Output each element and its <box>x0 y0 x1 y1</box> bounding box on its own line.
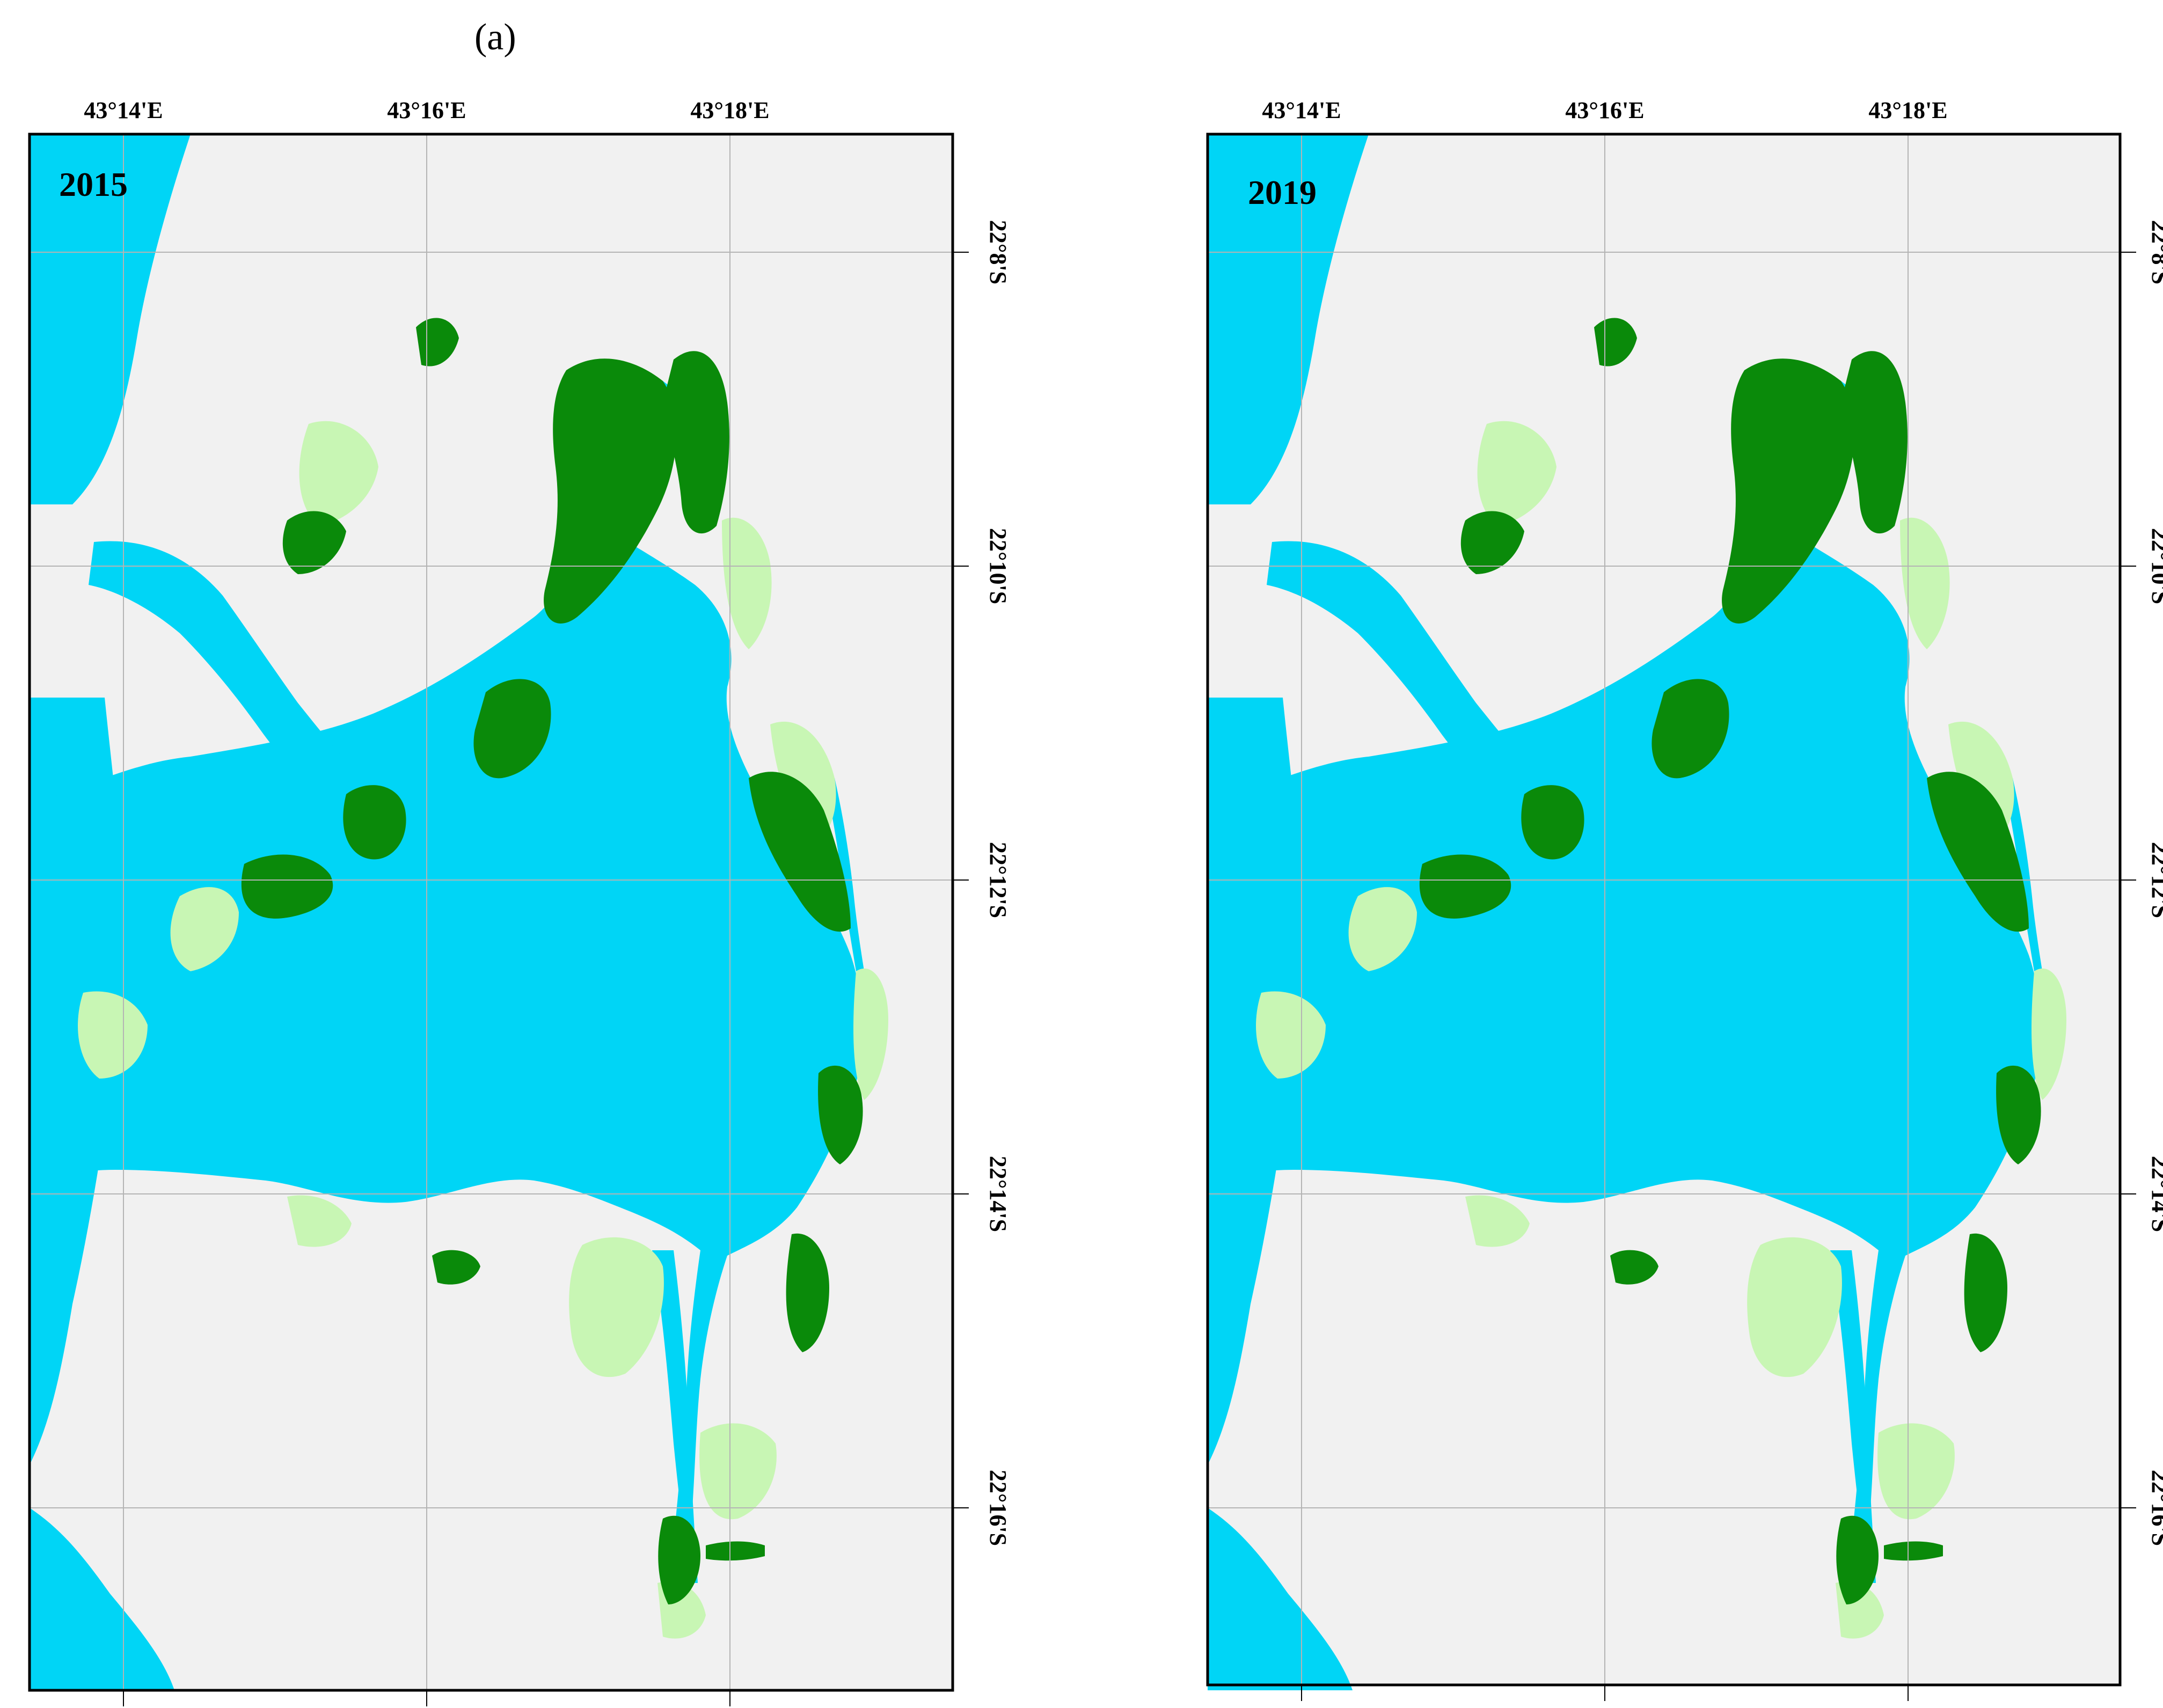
graticule <box>1208 134 2120 1685</box>
lat-label: 22°16'S <box>2147 1470 2163 1546</box>
frame-ticks <box>1301 252 2136 1701</box>
map-year-label: 2019 <box>1248 173 1317 211</box>
lat-label: 22°14'S <box>985 1156 1011 1232</box>
lat-label: 22°10'S <box>2147 528 2163 604</box>
frame-ticks <box>123 252 969 1706</box>
map-frame <box>1206 133 2122 1687</box>
lon-label: 43°16'E <box>1565 97 1644 123</box>
lat-label: 22°8'S <box>2147 220 2163 284</box>
map-2015: 2015 43°14'E 43°16'E 43°18'E 22°8'S 22°1… <box>28 97 1011 1706</box>
panel-label: (a) <box>474 17 516 58</box>
lat-label: 22°12'S <box>2147 842 2163 918</box>
lon-label: 43°18'E <box>1868 97 1947 123</box>
lon-label: 43°14'E <box>1262 97 1341 123</box>
lon-label: 43°14'E <box>84 97 163 123</box>
longitude-labels: 43°14'E 43°16'E 43°18'E <box>84 97 769 123</box>
latitude-labels: 22°8'S 22°10'S 22°12'S 22°14'S 22°16'S <box>2147 220 2163 1546</box>
lat-label: 22°14'S <box>2147 1156 2163 1232</box>
longitude-labels: 43°14'E 43°16'E 43°18'E <box>1262 97 1947 123</box>
latitude-labels: 22°8'S 22°10'S 22°12'S 22°14'S 22°16'S <box>985 220 1011 1546</box>
graticule <box>30 134 953 1690</box>
map-year-label: 2015 <box>59 165 128 203</box>
lat-label: 22°8'S <box>985 220 1011 284</box>
lon-label: 43°18'E <box>690 97 769 123</box>
map-frame <box>28 133 954 1692</box>
lat-label: 22°10'S <box>985 528 1011 604</box>
map-2019: 2019 43°14'E 43°16'E 43°18'E 22°8'S 22°1… <box>1206 97 2163 1701</box>
lat-label: 22°16'S <box>985 1470 1011 1546</box>
lat-label: 22°12'S <box>985 842 1011 918</box>
lon-label: 43°16'E <box>387 97 466 123</box>
